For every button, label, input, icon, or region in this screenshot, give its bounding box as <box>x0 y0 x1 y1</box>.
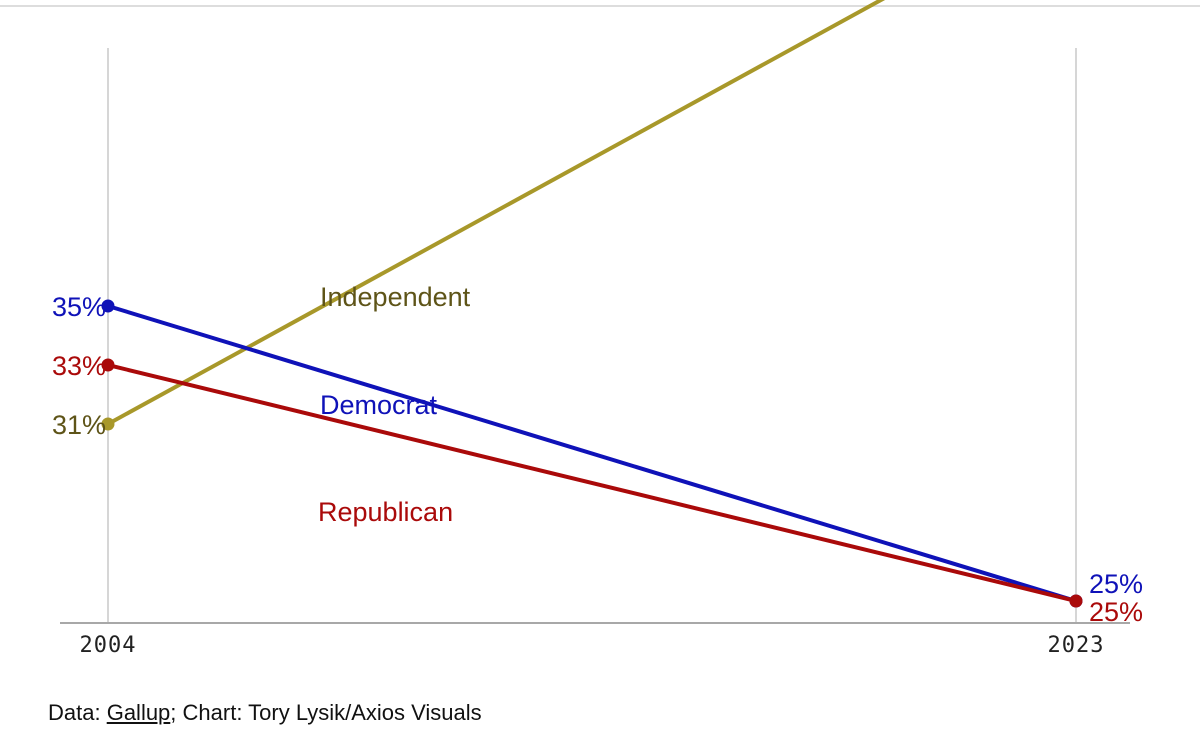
data-point-republican-2004 <box>101 358 115 372</box>
data-point-republican-2023 <box>1069 594 1083 608</box>
series-label-democrat: Democrat <box>320 390 438 420</box>
data-point-independent-2004 <box>101 417 115 431</box>
series-label-republican: Republican <box>318 497 453 527</box>
series-line-democrat <box>107 304 1077 603</box>
chart-footer: Data: Gallup; Chart: Tory Lysik/Axios Vi… <box>48 700 482 726</box>
footer-prefix: Data: <box>48 700 107 725</box>
data-point-democrat-2004 <box>101 299 115 313</box>
value-label-democrat-2004: 35% <box>52 292 106 322</box>
series-line-republican <box>107 363 1077 603</box>
series-independent: 31%49%Independent <box>52 0 886 440</box>
series-line-independent <box>107 0 886 426</box>
value-label-republican-2004: 33% <box>52 351 106 381</box>
x-tick-label-2023: 2023 <box>1048 633 1105 658</box>
footer-suffix: ; Chart: Tory Lysik/Axios Visuals <box>170 700 482 725</box>
series-democrat: 35% 25% Democrat <box>52 292 1143 608</box>
value-label-independent-2004: 31% <box>52 410 106 440</box>
source-link[interactable]: Gallup <box>106 700 171 725</box>
series-label-independent: Independent <box>320 282 471 312</box>
value-label-republican-2023: 25% <box>1089 597 1143 627</box>
x-tick-label-2004: 2004 <box>80 633 137 658</box>
series-republican: 33% 25% Republican <box>52 351 1143 627</box>
value-label-democrat-2023: 25% <box>1089 569 1143 599</box>
